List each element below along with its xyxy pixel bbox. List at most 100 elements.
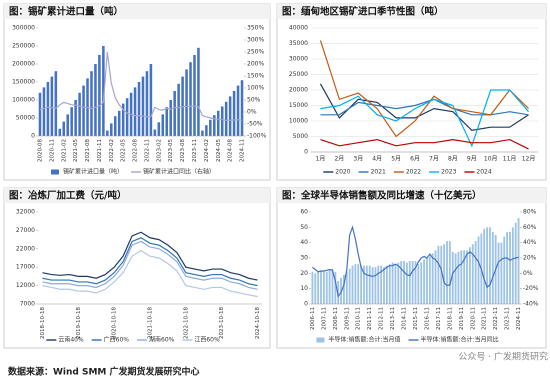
x-tick-label: 2011-11 bbox=[367, 307, 373, 330]
x-tick-label: 2021-11 bbox=[97, 139, 103, 162]
y-tick-label: 25000 bbox=[289, 71, 308, 78]
y-tick-label: 20 bbox=[300, 270, 308, 277]
bar bbox=[454, 253, 457, 304]
bar bbox=[240, 80, 244, 136]
x-tick-label: 10月 bbox=[484, 156, 498, 163]
x-tick-label: 2021-02 bbox=[61, 139, 67, 162]
y2-tick-label: -20% bbox=[523, 285, 539, 292]
y-tick-label: 30000 bbox=[289, 56, 308, 63]
bar bbox=[213, 115, 216, 136]
bar bbox=[400, 261, 403, 304]
bar bbox=[468, 247, 471, 304]
bar bbox=[228, 96, 232, 136]
x-tick-label: 2024-02 bbox=[204, 139, 210, 162]
x-tick-label: 2016-11 bbox=[424, 307, 430, 330]
bar bbox=[189, 62, 192, 137]
bar bbox=[448, 241, 451, 304]
y2-tick-label: 150% bbox=[247, 73, 264, 80]
bar bbox=[201, 130, 204, 136]
y-tick-label: 50000 bbox=[16, 115, 35, 122]
bar bbox=[431, 253, 434, 304]
bar bbox=[331, 268, 334, 304]
x-tick-label: 2022-08 bbox=[133, 139, 139, 162]
bar bbox=[420, 262, 423, 304]
y2-tick-label: 80% bbox=[523, 209, 537, 216]
bar bbox=[149, 64, 153, 136]
panel-frame bbox=[276, 187, 547, 349]
x-tick-label: 2017-11 bbox=[436, 307, 442, 330]
bar bbox=[457, 251, 460, 304]
bar bbox=[82, 85, 85, 136]
bar bbox=[394, 264, 397, 304]
bar bbox=[70, 107, 73, 136]
x-tick-label: 2024-05 bbox=[216, 139, 222, 162]
bar bbox=[506, 231, 509, 304]
x-tick-label: 6月 bbox=[410, 156, 420, 163]
legend-label: 云南40% bbox=[58, 336, 84, 344]
x-tick-label: 2023-02 bbox=[156, 139, 162, 162]
bar bbox=[110, 123, 113, 136]
bar bbox=[62, 121, 66, 136]
x-tick-label: 2018-10-18 bbox=[40, 307, 46, 339]
bar bbox=[337, 281, 340, 304]
bar bbox=[236, 85, 240, 136]
bar bbox=[385, 265, 388, 304]
line bbox=[42, 240, 258, 290]
legend-label: 江西60% bbox=[194, 337, 220, 344]
bar bbox=[345, 271, 348, 304]
bar bbox=[102, 46, 105, 136]
bar bbox=[78, 92, 81, 136]
bar bbox=[74, 100, 77, 136]
bar bbox=[426, 258, 428, 304]
y2-tick-label: 20% bbox=[523, 255, 537, 262]
bar bbox=[357, 264, 360, 304]
bar bbox=[224, 101, 228, 136]
bar bbox=[489, 227, 491, 304]
line bbox=[320, 98, 529, 116]
x-tick-label: 2006-11 bbox=[310, 307, 316, 330]
y-tick-label: 17000 bbox=[16, 264, 35, 271]
x-tick-label: 2012-11 bbox=[379, 307, 385, 330]
bar bbox=[440, 245, 443, 304]
source-note: 数据来源：Wind SMM 广发期货发展研究中心 bbox=[8, 366, 200, 378]
line bbox=[320, 89, 529, 148]
bar bbox=[380, 265, 383, 304]
x-tick-label: 1月 bbox=[316, 156, 326, 163]
bar bbox=[232, 91, 236, 136]
x-tick-label: 4月 bbox=[372, 156, 382, 163]
legend-label: 锡矿累计进口量（吨） bbox=[63, 168, 123, 176]
y-tick-label: 5000 bbox=[293, 133, 308, 140]
bar bbox=[491, 231, 494, 304]
bar bbox=[177, 83, 180, 136]
x-tick-label: 2024-08 bbox=[228, 139, 234, 162]
bar bbox=[383, 267, 385, 304]
y-tick-label: 60 bbox=[300, 209, 308, 216]
bar bbox=[411, 261, 414, 304]
y-tick-label: 0 bbox=[31, 133, 35, 140]
bar bbox=[374, 267, 377, 304]
bar bbox=[46, 82, 50, 136]
x-tick-label: 2007-11 bbox=[321, 307, 327, 330]
bar bbox=[125, 98, 129, 136]
x-tick-label: 2009-11 bbox=[344, 307, 350, 330]
line bbox=[312, 225, 519, 298]
bar bbox=[153, 129, 157, 136]
panel-title-bar bbox=[277, 188, 546, 203]
bar bbox=[133, 87, 137, 136]
x-tick-label: 2023-11 bbox=[505, 307, 511, 330]
line bbox=[319, 83, 529, 131]
legend-label: 广西60% bbox=[104, 336, 130, 344]
bar bbox=[363, 265, 365, 304]
panel-title-bar bbox=[277, 4, 546, 19]
bar bbox=[437, 245, 440, 304]
bar bbox=[486, 227, 488, 304]
y2-tick-label: 200% bbox=[247, 61, 264, 68]
bar bbox=[408, 261, 411, 304]
x-tick-label: 12月 bbox=[522, 156, 536, 163]
x-tick-label: 2020-11 bbox=[49, 139, 55, 162]
line bbox=[319, 40, 529, 138]
bar bbox=[157, 122, 161, 136]
y2-tick-label: -50% bbox=[247, 121, 263, 128]
x-tick-label: 2014-11 bbox=[402, 307, 408, 330]
bar bbox=[145, 71, 149, 136]
